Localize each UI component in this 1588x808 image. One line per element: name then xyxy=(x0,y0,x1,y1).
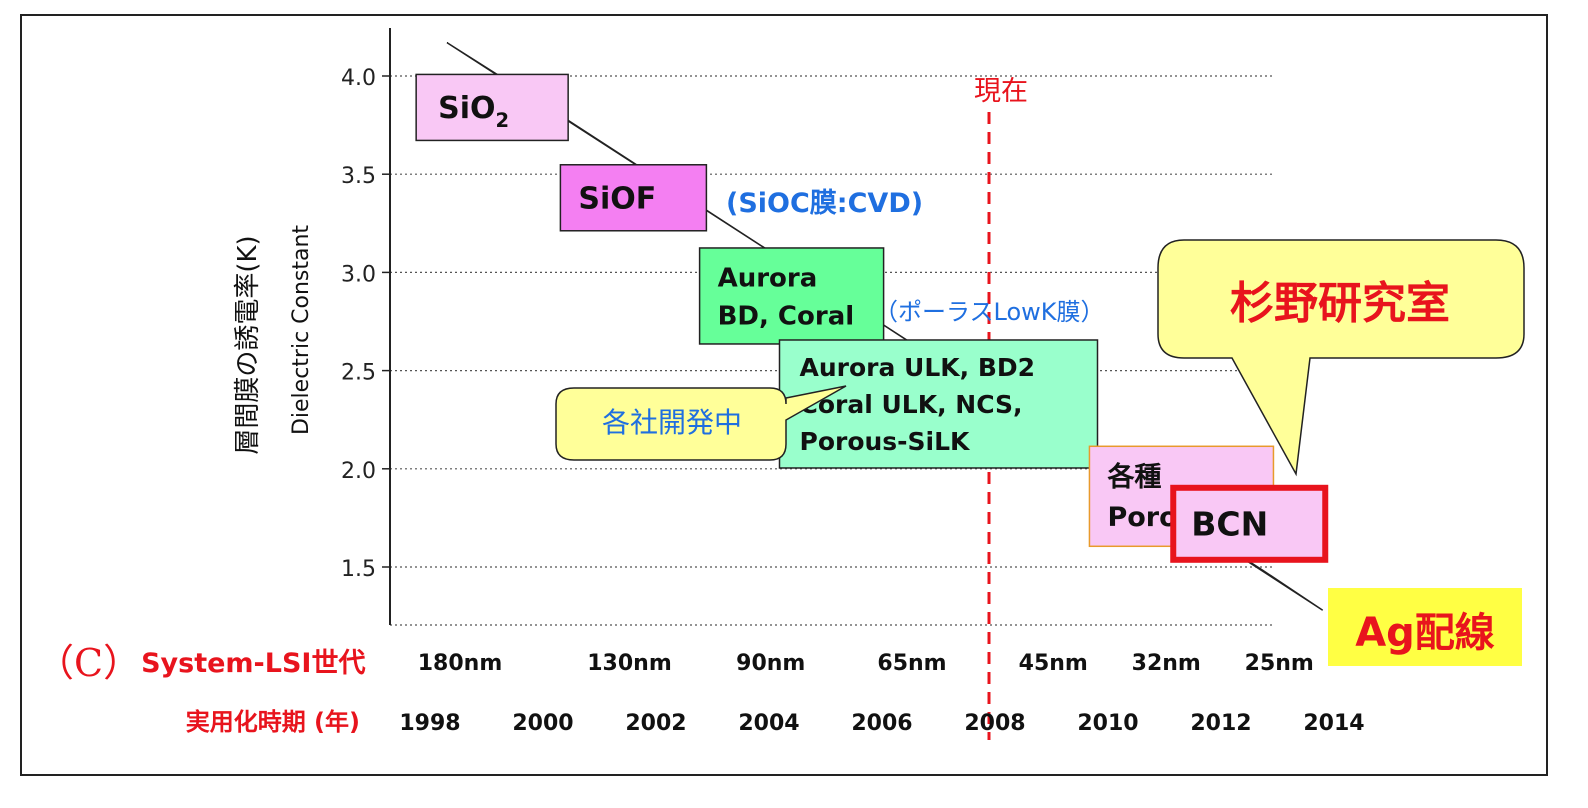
material-box: SiOF xyxy=(559,164,708,232)
y-tick-label: 3.5 xyxy=(341,164,376,189)
year-row-label: 実用化時期 (年) xyxy=(186,708,360,736)
x-tick-label: 2000 xyxy=(512,711,573,736)
figure-frame xyxy=(20,14,1548,776)
material-box-bg xyxy=(415,73,569,142)
material-label: Aurora xyxy=(718,263,818,293)
material-label: Coral ULK, NCS, xyxy=(800,390,1023,419)
x-tick-label: 2008 xyxy=(964,711,1025,736)
x-tick-label: 2014 xyxy=(1303,711,1364,736)
x-tick-label: 2010 xyxy=(1077,711,1138,736)
y-tick-label: 4.0 xyxy=(341,66,376,91)
material-box: Aurora ULK, BD2 Coral ULK, NCS, Porous-SiL… xyxy=(778,339,1099,469)
material-label: BD, Coral xyxy=(718,301,855,331)
generation-label: 180nm xyxy=(418,651,503,676)
ag-wiring-box: Ag配線 xyxy=(1328,588,1522,666)
y-tick-label: 3.0 xyxy=(341,262,376,287)
material-box-bg xyxy=(559,164,708,232)
x-tick-label: 2006 xyxy=(851,711,912,736)
y-axis-title-jp: 層間膜の誘電率(K) xyxy=(233,235,263,454)
material-label: 各種 xyxy=(1106,461,1161,493)
material-label: Aurora ULK, BD2 xyxy=(800,353,1036,382)
y-tick-label: 2.0 xyxy=(341,459,376,484)
material-box: Aurora BD, Coral xyxy=(698,247,885,345)
generation-row-label: （C）System-LSI世代 xyxy=(36,641,365,685)
y-tick-label: 2.5 xyxy=(341,361,376,386)
generation-label: 25nm xyxy=(1245,651,1314,676)
callout-text: 各社開発中 xyxy=(602,406,742,439)
generation-label: 32nm xyxy=(1132,651,1201,676)
callout-in-development: 各社開発中 xyxy=(555,385,847,461)
material-label: Porous-SiLK xyxy=(800,427,972,456)
material-box: SiO2 xyxy=(415,73,569,142)
generation-label: 90nm xyxy=(736,651,805,676)
now-label: 現在 xyxy=(974,76,1028,107)
material-box: BCN xyxy=(1170,484,1329,563)
material-box-bg xyxy=(1170,484,1329,563)
x-tick-label: 2004 xyxy=(738,711,799,736)
callout-lab: 杉野研究室 xyxy=(1157,239,1525,477)
ag-wiring-label: Ag配線 xyxy=(1355,610,1495,656)
x-tick-label: 2002 xyxy=(625,711,686,736)
material-label: BCN xyxy=(1191,505,1268,544)
callout-text: 杉野研究室 xyxy=(1230,278,1450,329)
generation-label: 45nm xyxy=(1019,651,1088,676)
material-box-bg xyxy=(698,247,885,345)
y-tick-label: 1.5 xyxy=(341,557,376,582)
annotation-porous-lowk: （ポーラスLowK膜） xyxy=(874,298,1105,326)
x-tick-label: 2012 xyxy=(1190,711,1251,736)
generation-label: 130nm xyxy=(587,651,672,676)
y-axis-title-en: Dielectric Constant xyxy=(289,225,314,435)
annotation-sioc: (SiOC膜:CVD) xyxy=(726,188,923,219)
x-tick-label: 1998 xyxy=(399,711,460,736)
material-label: SiOF xyxy=(578,182,656,217)
generation-label: 65nm xyxy=(877,651,946,676)
